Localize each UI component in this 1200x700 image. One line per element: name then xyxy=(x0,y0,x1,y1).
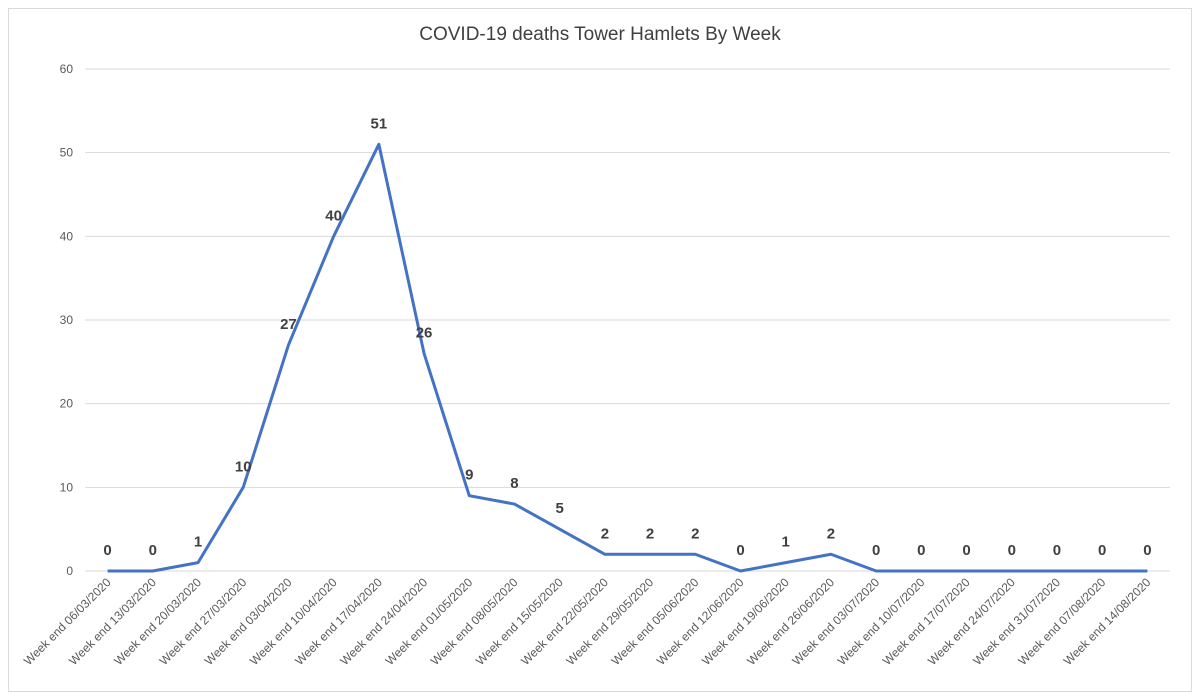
data-label: 0 xyxy=(1098,542,1106,559)
x-tick-label: Week end 06/03/2020 xyxy=(21,575,114,668)
data-label: 2 xyxy=(601,525,609,542)
x-tick-label: Week end 26/06/2020 xyxy=(744,575,837,668)
data-label: 0 xyxy=(872,542,880,559)
x-tick-label: Week end 01/05/2020 xyxy=(383,575,476,668)
x-tick-label: Week end 24/04/2020 xyxy=(337,575,430,668)
data-label: 0 xyxy=(962,542,970,559)
x-tick-label: Week end 17/04/2020 xyxy=(292,575,385,668)
data-label: 9 xyxy=(465,467,473,484)
data-label: 0 xyxy=(149,542,157,559)
chart-frame xyxy=(8,8,1192,692)
series-line-group xyxy=(107,142,1148,573)
y-tick-label: 50 xyxy=(60,146,74,160)
x-tick-label: Week end 07/08/2020 xyxy=(1016,575,1109,668)
x-tick-label: Week end 19/06/2020 xyxy=(699,575,792,668)
y-tick-label: 60 xyxy=(60,62,74,76)
data-label: 0 xyxy=(917,542,925,559)
data-label: 26 xyxy=(416,324,433,341)
x-tick-label: Week end 10/07/2020 xyxy=(835,575,928,668)
gridlines xyxy=(85,68,1170,572)
data-label: 27 xyxy=(280,316,297,333)
x-tick-label: Week end 20/03/2020 xyxy=(111,575,204,668)
data-label: 0 xyxy=(736,542,744,559)
data-label: 5 xyxy=(556,500,564,517)
x-tick-label: Week end 03/04/2020 xyxy=(202,575,295,668)
x-tick-label: Week end 22/05/2020 xyxy=(518,575,611,668)
y-tick-label: 40 xyxy=(60,229,74,243)
data-label: 40 xyxy=(325,207,342,224)
data-label: 1 xyxy=(194,534,202,551)
chart-title: COVID-19 deaths Tower Hamlets By Week xyxy=(419,24,781,45)
data-label: 10 xyxy=(235,458,252,475)
series-line xyxy=(107,142,1148,573)
x-tick-label: Week end 12/06/2020 xyxy=(654,575,747,668)
x-tick-label: Week end 10/04/2020 xyxy=(247,575,340,668)
data-label: 0 xyxy=(103,542,111,559)
data-label: 0 xyxy=(1008,542,1016,559)
data-label: 0 xyxy=(1053,542,1061,559)
x-tick-label: Week end 17/07/2020 xyxy=(880,575,973,668)
y-tick-label: 30 xyxy=(60,313,74,327)
y-tick-label: 0 xyxy=(66,564,73,578)
x-tick-label: Week end 31/07/2020 xyxy=(970,575,1063,668)
data-label: 0 xyxy=(1143,542,1151,559)
data-labels: 0 0 1 10 27 40 51 26 9 8 5 2 2 2 0 1 2 0 0 0 0 0 0 0 xyxy=(103,115,1151,559)
x-tick-label: Week end 27/03/2020 xyxy=(157,575,250,668)
x-tick-label: Week end 14/08/2020 xyxy=(1061,575,1154,668)
data-label: 2 xyxy=(827,525,835,542)
x-tick-label: Week end 08/05/2020 xyxy=(428,575,521,668)
y-axis-ticks: 0 10 20 30 40 50 60 xyxy=(60,62,74,578)
x-tick-label: Week end 05/06/2020 xyxy=(609,575,702,668)
data-label: 2 xyxy=(646,525,654,542)
x-tick-label: Week end 13/03/2020 xyxy=(66,575,159,668)
x-tick-label: Week end 29/05/2020 xyxy=(563,575,656,668)
data-label: 8 xyxy=(510,475,518,492)
y-tick-label: 20 xyxy=(60,397,74,411)
x-tick-label: Week end 24/07/2020 xyxy=(925,575,1018,668)
x-tick-label: Week end 03/07/2020 xyxy=(789,575,882,668)
data-label: 1 xyxy=(782,534,790,551)
x-tick-label: Week end 15/05/2020 xyxy=(473,575,566,668)
data-label: 51 xyxy=(371,115,388,132)
y-tick-label: 10 xyxy=(60,480,74,494)
data-label: 2 xyxy=(691,525,699,542)
